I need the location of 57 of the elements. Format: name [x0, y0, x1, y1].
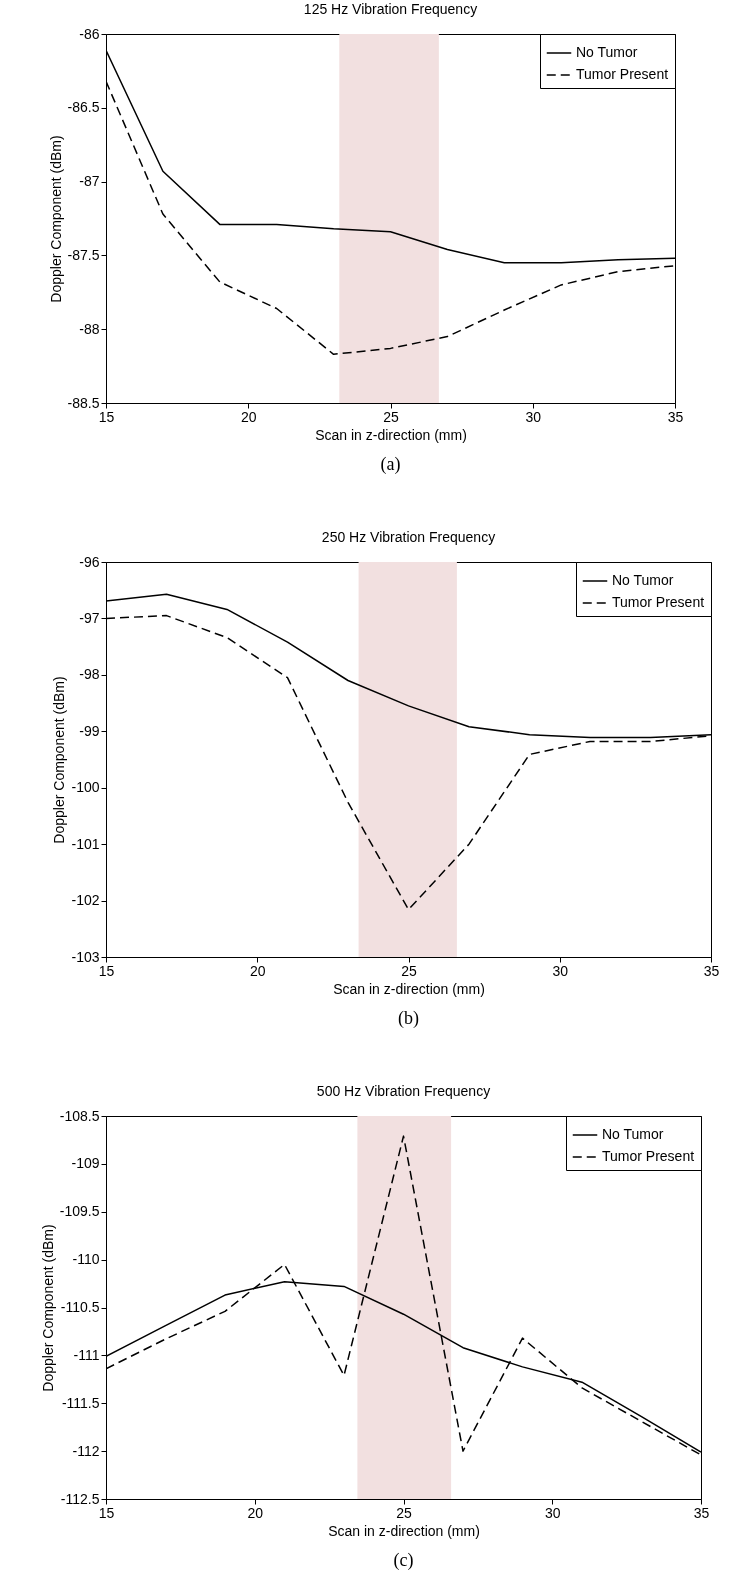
x-axis-title: Scan in z-direction (mm) — [328, 1522, 480, 1539]
y-tick-label: -110.5 — [60, 1299, 100, 1315]
y-tick-label: -88 — [79, 320, 100, 337]
y-tick-label: -96 — [79, 553, 100, 570]
x-tick-label: 25 — [401, 962, 417, 979]
y-tick-label: -98 — [79, 666, 100, 683]
y-tick-label: -87.5 — [67, 246, 100, 263]
legend-label: Tumor Present — [612, 594, 705, 610]
y-tick-label: -97 — [79, 609, 100, 626]
x-axis-title: Scan in z-direction (mm) — [333, 980, 485, 997]
y-tick-label: -109.5 — [59, 1203, 100, 1220]
y-axis-title: Doppler Component (dBm) — [51, 676, 68, 844]
y-tick-label: -101 — [71, 835, 100, 852]
x-tick-label: 35 — [667, 408, 684, 425]
x-tick-label: 25 — [383, 408, 399, 425]
line-series — [106, 80, 675, 356]
x-tick-label: 25 — [396, 1504, 412, 1521]
legend-label: No Tumor — [576, 44, 638, 60]
text: (a) — [380, 454, 401, 475]
x-tick-label: 35 — [693, 1504, 710, 1521]
y-axis-title: Doppler Component (dBm) — [39, 1224, 56, 1392]
y-tick-label: -100 — [71, 779, 100, 796]
text: (b) — [398, 1008, 419, 1029]
x-tick-label: 20 — [249, 962, 266, 979]
x-axis-title: Scan in z-direction (mm) — [315, 426, 467, 443]
y-tick-label: -112 — [72, 1442, 100, 1459]
x-tick-label: 35 — [703, 962, 720, 979]
x-tick-label: 20 — [247, 1504, 264, 1521]
y-tick-label: -109 — [71, 1155, 100, 1172]
y-tick-label: -88.5 — [67, 394, 100, 411]
x-tick-label: 15 — [98, 1504, 115, 1521]
legend-label: No Tumor — [612, 572, 674, 588]
y-tick-label: -108.5 — [59, 1107, 100, 1124]
x-tick-label: 30 — [552, 962, 569, 979]
text: (c) — [393, 1550, 414, 1571]
y-tick-label: -99 — [79, 722, 100, 739]
y-tick-label: -86.5 — [67, 99, 100, 116]
x-tick-label: 20 — [240, 408, 257, 425]
y-tick-label: -86 — [79, 25, 100, 42]
chart-title: 250 Hz Vibration Frequency — [321, 529, 496, 545]
y-tick-label: -111.5 — [61, 1394, 100, 1411]
y-tick-label: -102 — [71, 892, 100, 909]
y-tick-label: -87 — [79, 173, 100, 190]
legend-label: No Tumor — [602, 1126, 664, 1142]
y-tick-label: -110 — [72, 1251, 100, 1268]
y-tick-label: -111 — [73, 1346, 100, 1363]
x-tick-label: 15 — [98, 962, 115, 979]
x-tick-label: 30 — [544, 1504, 561, 1521]
y-tick-label: -112.5 — [60, 1490, 100, 1507]
legend-label: Tumor Present — [576, 66, 669, 82]
chart-title: 500 Hz Vibration Frequency — [316, 1083, 491, 1099]
x-tick-label: 30 — [525, 408, 542, 425]
y-tick-label: -103 — [71, 948, 100, 965]
legend-label: Tumor Present — [602, 1148, 695, 1164]
chart-title: 125 Hz Vibration Frequency — [303, 1, 478, 17]
y-axis-title: Doppler Component (dBm) — [47, 135, 64, 303]
x-tick-label: 15 — [98, 408, 115, 425]
